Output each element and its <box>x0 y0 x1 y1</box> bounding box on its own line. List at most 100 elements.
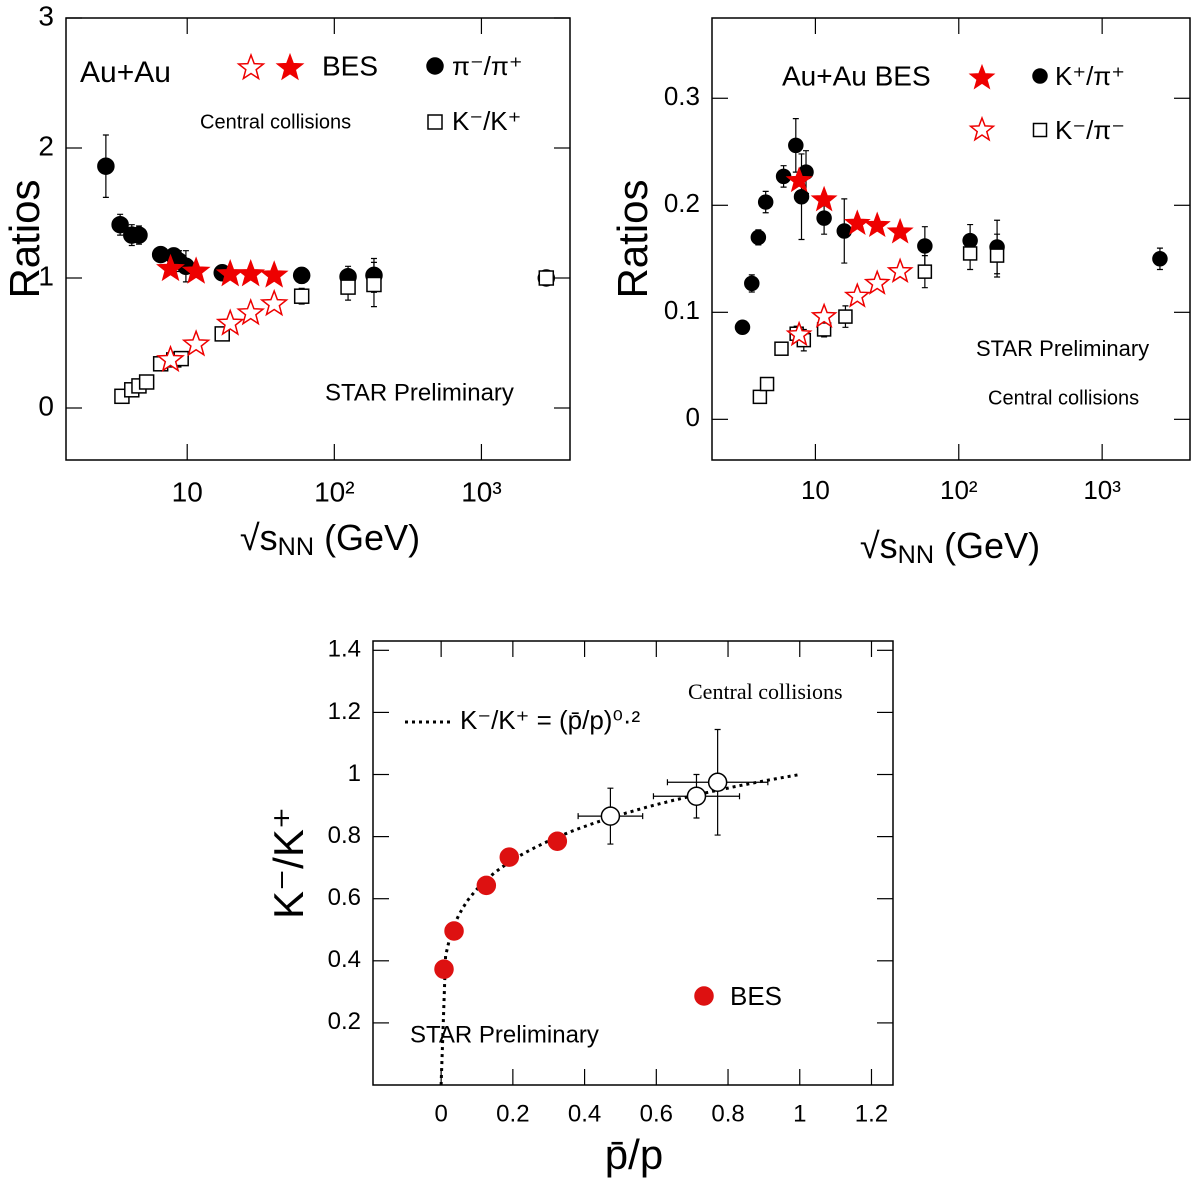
legend-marker <box>1032 68 1048 84</box>
annotation: Au+Au BES <box>782 60 931 91</box>
y-tick-label: 1 <box>348 760 361 787</box>
marker <box>181 256 211 284</box>
legend-label: K⁻/π⁻ <box>1055 115 1125 145</box>
y-tick-label: 1.2 <box>328 698 361 725</box>
x-tick-label: 0.4 <box>568 1100 601 1127</box>
x-tick-label: 10² <box>314 476 354 507</box>
x-tick-label: 1.2 <box>855 1100 888 1127</box>
marker <box>1152 251 1168 267</box>
marker <box>917 238 933 254</box>
legend-marker <box>427 114 443 130</box>
x-axis-label-part: (GeV) <box>934 525 1040 566</box>
marker <box>788 137 804 154</box>
marker <box>111 215 129 234</box>
legend-marker <box>426 57 444 75</box>
annotation: STAR Preliminary <box>325 379 514 406</box>
x-axis-label-part: (GeV) <box>314 517 420 558</box>
marker <box>843 282 871 308</box>
legend-label: K⁻/K⁺ <box>452 106 521 136</box>
legend-label: BES <box>730 981 782 1011</box>
y-tick-label: 1 <box>38 260 54 291</box>
marker <box>734 319 751 336</box>
marker <box>476 875 497 896</box>
legend-marker <box>275 52 305 81</box>
marker <box>236 258 266 287</box>
marker <box>707 772 728 793</box>
marker <box>962 246 978 261</box>
marker <box>444 921 464 941</box>
x-axis-label-part: p̄/p <box>605 1131 663 1178</box>
plot-frame <box>711 17 1191 461</box>
annotation: Au+Au <box>80 56 171 89</box>
marker <box>816 210 832 226</box>
marker <box>259 260 289 288</box>
marker <box>138 374 155 390</box>
marker <box>366 276 382 293</box>
y-tick-label: 0.1 <box>664 295 700 325</box>
marker <box>686 786 707 806</box>
marker <box>156 253 185 282</box>
y-axis-label: Ratios <box>1 179 48 298</box>
x-axis-label-part: NN <box>278 533 314 561</box>
marker <box>752 389 768 405</box>
marker <box>886 257 914 284</box>
fit-curve <box>439 773 801 1086</box>
marker <box>744 275 760 292</box>
marker <box>750 229 767 246</box>
marker <box>886 217 914 244</box>
x-axis-label-part: NN <box>898 541 934 569</box>
x-axis-label: √sNN (GeV) <box>240 517 420 561</box>
y-axis-label: Ratios <box>609 179 656 298</box>
y-tick-label: 0 <box>686 402 700 432</box>
marker <box>340 279 356 295</box>
marker <box>836 223 853 239</box>
marker <box>759 376 775 392</box>
annotation: Central collisions <box>688 679 843 704</box>
x-tick-label: 10 <box>172 476 203 507</box>
marker <box>181 329 211 357</box>
marker <box>292 266 311 285</box>
marker <box>538 270 555 286</box>
marker <box>259 288 289 317</box>
legend-label: π⁻/π⁺ <box>452 51 523 81</box>
annotation: Central collisions <box>200 111 351 133</box>
plot-frame <box>65 17 571 461</box>
marker <box>810 185 838 212</box>
marker <box>215 308 245 336</box>
annotation: BES <box>322 50 378 81</box>
legend-marker <box>236 52 266 81</box>
x-axis-label: √sNN (GeV) <box>860 525 1040 569</box>
annotation: STAR Preliminary <box>976 336 1149 361</box>
x-tick-label: 0.2 <box>496 1100 529 1127</box>
marker <box>810 302 838 329</box>
y-tick-label: 0.2 <box>328 1008 361 1035</box>
y-tick-label: 0.4 <box>328 946 361 973</box>
marker <box>843 209 871 235</box>
x-axis-label: p̄/p <box>605 1131 663 1178</box>
marker <box>757 194 774 210</box>
plot-frame <box>372 640 894 1086</box>
y-axis-label: K⁻/K⁺ <box>265 807 312 919</box>
marker <box>917 264 933 279</box>
y-tick-label: 1.4 <box>328 636 361 663</box>
marker <box>863 269 891 295</box>
legend-marker <box>1032 122 1048 138</box>
marker <box>989 248 1005 263</box>
x-axis-label-part: √s <box>240 517 278 558</box>
marker <box>434 959 454 979</box>
legend-label: K⁺/π⁺ <box>1055 61 1125 91</box>
x-tick-label: 10² <box>940 475 978 505</box>
y-tick-label: 0 <box>38 390 54 421</box>
marker <box>816 322 832 337</box>
x-axis-label-part: √s <box>860 525 898 566</box>
y-tick-label: 0.6 <box>328 884 361 911</box>
x-tick-label: 0.6 <box>640 1100 673 1127</box>
x-tick-label: 1 <box>793 1100 806 1127</box>
legend-marker <box>694 986 714 1006</box>
y-tick-label: 0.8 <box>328 822 361 849</box>
y-tick-label: 0.3 <box>664 81 700 111</box>
y-tick-label: 2 <box>38 130 54 161</box>
marker <box>236 297 266 326</box>
marker <box>130 226 148 244</box>
marker <box>600 806 621 826</box>
